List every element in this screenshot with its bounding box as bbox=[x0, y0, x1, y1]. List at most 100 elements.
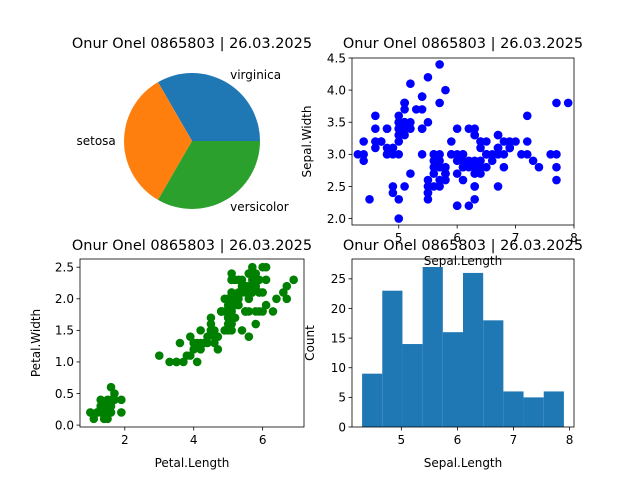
sepal-scatter-point bbox=[464, 201, 474, 211]
petal-scatter-point bbox=[196, 338, 205, 348]
petal-scatter-ytick-label: 2.5 bbox=[55, 261, 74, 275]
sepal-scatter-point bbox=[417, 150, 427, 159]
petal-scatter-point bbox=[110, 389, 119, 398]
histogram-bars bbox=[362, 267, 564, 427]
sepal-scatter-point bbox=[429, 169, 439, 178]
petal-scatter-point bbox=[227, 288, 236, 297]
sepal-scatter-point bbox=[435, 156, 444, 166]
sepal-scatter-point bbox=[552, 175, 561, 185]
sepal-scatter-point bbox=[552, 98, 561, 108]
petal-scatter-point bbox=[227, 269, 236, 278]
petal-scatter-point bbox=[117, 408, 126, 417]
petal-scatter-ytick-label: 0.5 bbox=[55, 387, 74, 401]
sepal-scatter-point bbox=[528, 156, 538, 166]
sepal-scatter-point bbox=[400, 182, 409, 191]
petal-scatter-ytick-label: 0.0 bbox=[55, 418, 74, 432]
petal-scatter-point bbox=[210, 338, 219, 348]
petal-scatter-point bbox=[244, 288, 254, 297]
sepal-scatter-point bbox=[423, 72, 433, 82]
petal-scatter-point bbox=[103, 401, 112, 411]
petal-scatter-xtick-label: 4 bbox=[190, 433, 198, 447]
histogram-xtick-label: 5 bbox=[398, 433, 406, 447]
petal-scatter-point bbox=[175, 338, 185, 348]
petal-scatter-point bbox=[165, 357, 174, 367]
histogram-bar bbox=[382, 290, 403, 427]
petal-scatter-point bbox=[289, 275, 298, 285]
petal-scatter-point bbox=[230, 300, 240, 310]
histogram-bar bbox=[543, 391, 564, 427]
sepal-scatter-title: Onur Onel 0865803 | 26.03.2025 bbox=[343, 36, 583, 52]
petal-scatter-point bbox=[282, 294, 292, 304]
petal-scatter-point bbox=[230, 313, 240, 323]
sepal-scatter-point bbox=[394, 111, 404, 121]
sepal-scatter-ytick-label: 2.0 bbox=[327, 212, 346, 226]
petal-scatter-point bbox=[210, 332, 219, 341]
petal-scatter-point bbox=[254, 307, 264, 316]
sepal-scatter-point bbox=[476, 137, 485, 146]
petal-scatter-point bbox=[96, 395, 105, 405]
petal-scatter-point bbox=[172, 357, 181, 367]
petal-scatter-point bbox=[196, 326, 205, 335]
sepal-scatter-point bbox=[371, 137, 380, 146]
sepal-scatter-point bbox=[382, 150, 392, 159]
petal-scatter-y-ticks: 0.0 0.5 1.0 1.5 2.0 2.5 bbox=[55, 261, 80, 432]
petal-scatter-point bbox=[106, 408, 116, 417]
petal-scatter-point bbox=[117, 395, 126, 405]
sepal-scatter-point bbox=[493, 130, 503, 140]
sepal-scatter-point bbox=[423, 117, 433, 127]
petal-scatter-ytick-label: 2.0 bbox=[55, 292, 74, 306]
sepal-scatter-point bbox=[359, 137, 368, 146]
petal-scatter-point bbox=[89, 414, 99, 424]
pie-label-virginica: virginica bbox=[230, 68, 281, 82]
pie-label-versicolor: versicolor bbox=[230, 200, 289, 214]
petal-scatter-point bbox=[227, 307, 236, 316]
petal-scatter-point bbox=[223, 294, 233, 304]
sepal-scatter-x-ticks: 5 6 7 8 bbox=[395, 225, 578, 245]
sepal-scatter-point bbox=[505, 143, 515, 153]
histogram-bar bbox=[483, 320, 504, 427]
petal-scatter-point bbox=[251, 281, 261, 291]
petal-scatter-point bbox=[261, 262, 271, 272]
sepal-scatter-point bbox=[400, 124, 409, 133]
petal-scatter-point bbox=[185, 332, 195, 341]
sepal-scatter-point bbox=[371, 111, 380, 121]
sepal-scatter-point bbox=[394, 195, 404, 204]
histogram-ytick-label: 10 bbox=[331, 361, 346, 375]
petal-scatter-point bbox=[244, 269, 254, 278]
petal-scatter-point bbox=[223, 313, 233, 323]
sepal-scatter-point bbox=[493, 143, 503, 153]
petal-scatter-point bbox=[254, 288, 264, 297]
petal-scatter-point bbox=[241, 307, 250, 316]
sepal-scatter-point bbox=[563, 98, 573, 108]
histogram-ytick-label: 0 bbox=[338, 420, 346, 434]
petal-scatter-point bbox=[237, 326, 247, 335]
sepal-scatter-point bbox=[394, 214, 404, 223]
petal-scatter-point bbox=[196, 345, 205, 354]
histogram-ylabel: Count bbox=[303, 325, 317, 361]
sepal-scatter-point bbox=[470, 156, 479, 166]
sepal-scatter-point bbox=[359, 156, 368, 166]
sepal-scatter-points bbox=[353, 60, 573, 223]
sepal-scatter-point bbox=[435, 98, 444, 108]
pie-chart-title: Onur Onel 0865803 | 26.03.2025 bbox=[72, 36, 312, 52]
sepal-scatter-point bbox=[382, 124, 392, 133]
pie-chart-panel: Onur Onel 0865803 | 26.03.2025 virginica… bbox=[72, 36, 312, 214]
sepal-scatter-point bbox=[394, 117, 404, 127]
histogram-xtick-label: 8 bbox=[566, 433, 574, 447]
sepal-scatter-point bbox=[458, 175, 468, 185]
sepal-scatter-point bbox=[452, 156, 462, 166]
sepal-scatter-point bbox=[417, 124, 427, 133]
sepal-scatter-point bbox=[487, 156, 497, 166]
sepal-scatter-ytick-label: 3.5 bbox=[327, 116, 346, 130]
histogram-xtick-label: 6 bbox=[454, 433, 462, 447]
histogram-y-ticks: 0 5 10 15 20 25 bbox=[331, 272, 352, 434]
sepal-scatter-point bbox=[388, 143, 398, 153]
petal-scatter-point bbox=[216, 307, 226, 316]
sepal-scatter-point bbox=[429, 162, 439, 172]
petal-scatter-xtick-label: 2 bbox=[121, 433, 129, 447]
sepal-scatter-point bbox=[470, 162, 479, 172]
petal-scatter-point bbox=[203, 338, 212, 348]
sepal-scatter-ytick-label: 2.5 bbox=[327, 180, 346, 194]
